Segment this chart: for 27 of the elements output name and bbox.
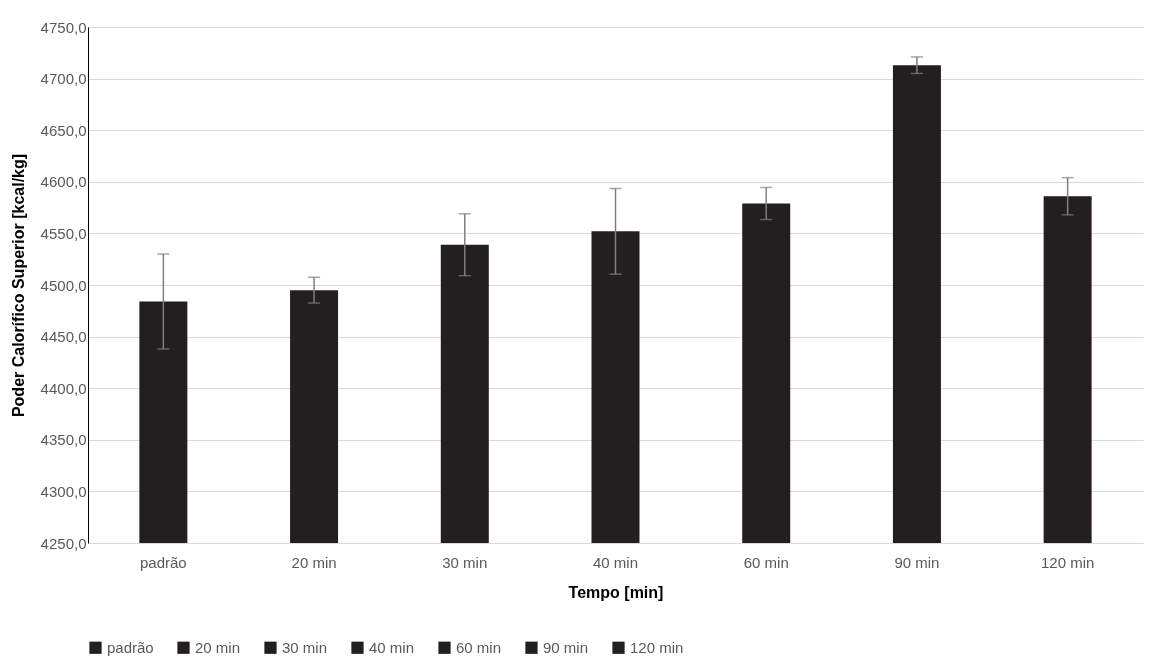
- y-tick-label: 4450,0: [40, 328, 87, 346]
- y-tick-label: 4600,0: [40, 173, 87, 191]
- legend-label: 40 min: [369, 638, 415, 656]
- x-tick-label: 120 min: [1040, 553, 1095, 571]
- x-tick-label: padrão: [140, 553, 187, 571]
- legend-label: 120 min: [630, 638, 684, 656]
- x-tick-label: 90 min: [894, 553, 940, 571]
- y-tick-label: 4500,0: [40, 276, 87, 294]
- y-tick-label: 4400,0: [40, 379, 87, 397]
- x-tick-label: 30 min: [442, 553, 488, 571]
- legend-label: 60 min: [456, 638, 502, 656]
- legend-label: padrão: [107, 638, 154, 656]
- legend-label: 90 min: [543, 638, 589, 656]
- x-tick-label: 60 min: [743, 553, 789, 571]
- y-tick-label: 4350,0: [40, 431, 87, 449]
- x-axis-title: Tempo [min]: [568, 583, 664, 601]
- legend-label: 20 min: [195, 638, 241, 656]
- y-tick-label: 4650,0: [40, 121, 87, 139]
- y-axis-title: Poder Calorífico Superior [kcal/kg]: [9, 153, 27, 418]
- x-tick-label: 20 min: [291, 553, 337, 571]
- y-tick-label: 4750,0: [40, 18, 87, 36]
- y-tick-label: 4250,0: [40, 534, 87, 552]
- x-tick-label: 40 min: [592, 553, 639, 571]
- y-tick-label: 4550,0: [40, 224, 87, 242]
- y-tick-label: 4700,0: [40, 70, 87, 88]
- legend-label: 30 min: [282, 638, 328, 656]
- y-tick-label: 4300,0: [40, 482, 87, 500]
